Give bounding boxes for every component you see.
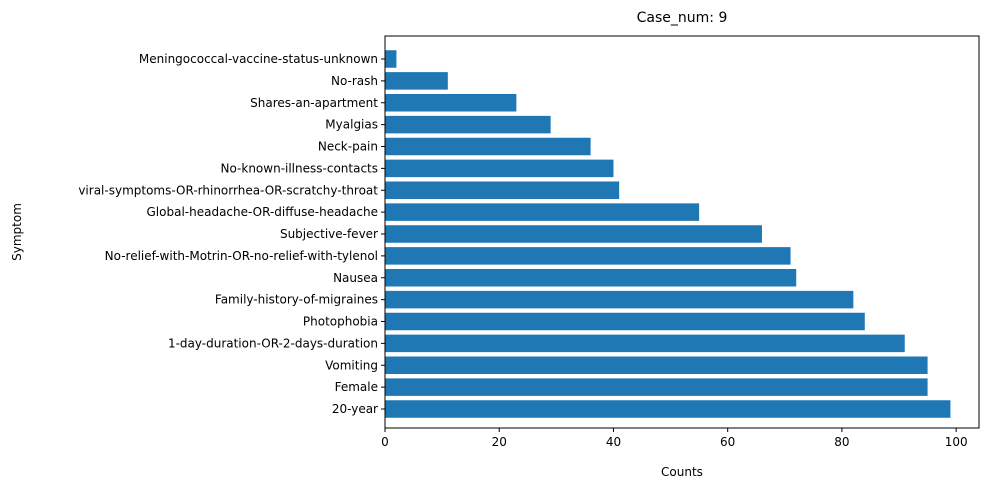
bar xyxy=(385,225,762,243)
bar xyxy=(385,269,797,287)
y-tick-label: Neck-pain xyxy=(318,140,378,154)
x-tick-label: 60 xyxy=(720,435,735,449)
y-tick-label: Shares-an-apartment xyxy=(250,96,378,110)
x-axis: 0 20 40 60 80 100 xyxy=(381,428,968,449)
bar xyxy=(385,203,700,221)
x-tick-label: 80 xyxy=(834,435,849,449)
y-axis-label: Symptom xyxy=(10,203,24,261)
x-tick-label: 100 xyxy=(945,435,968,449)
bar xyxy=(385,378,928,396)
y-tick-label: Meningococcal-vaccine-status-unknown xyxy=(139,52,378,66)
bar xyxy=(385,356,928,374)
y-tick-label: Family-history-of-migraines xyxy=(215,293,378,307)
bar xyxy=(385,247,791,265)
y-tick-label: 1-day-duration-OR-2-days-duration xyxy=(168,336,378,350)
bar xyxy=(385,334,905,353)
y-tick-label: Subjective-fever xyxy=(280,227,378,241)
y-tick-label: 20-year xyxy=(332,402,378,416)
x-tick-label: 20 xyxy=(492,435,507,449)
y-tick-label: Female xyxy=(335,380,378,394)
y-tick-label: Myalgias xyxy=(325,118,378,132)
bars-group xyxy=(385,50,951,418)
bar xyxy=(385,290,854,309)
y-tick-label: No-relief-with-Motrin-OR-no-relief-with-… xyxy=(105,249,378,263)
bar xyxy=(385,50,397,68)
chart-title: Case_num: 9 xyxy=(637,10,728,26)
x-axis-label: Counts xyxy=(661,465,703,479)
y-tick-label: Nausea xyxy=(333,271,378,285)
bar xyxy=(385,137,591,156)
bar xyxy=(385,115,551,134)
bar xyxy=(385,312,865,331)
bar xyxy=(385,72,448,90)
x-tick-label: 0 xyxy=(381,435,389,449)
bar xyxy=(385,181,620,199)
bar xyxy=(385,159,614,178)
y-axis: Meningococcal-vaccine-status-unknown No-r… xyxy=(78,52,385,416)
bar xyxy=(385,400,951,418)
y-tick-label: viral-symptoms-OR-rhinorrhea-OR-scratchy… xyxy=(78,183,378,197)
x-tick-label: 40 xyxy=(606,435,621,449)
plot-frame xyxy=(384,35,980,429)
y-tick-label: No-rash xyxy=(331,74,378,88)
y-tick-label: No-known-illness-contacts xyxy=(221,161,379,175)
y-tick-label: Global-headache-OR-diffuse-headache xyxy=(147,205,379,219)
bar xyxy=(385,94,517,112)
y-tick-label: Photophobia xyxy=(303,315,378,329)
y-tick-label: Vomiting xyxy=(325,358,378,372)
